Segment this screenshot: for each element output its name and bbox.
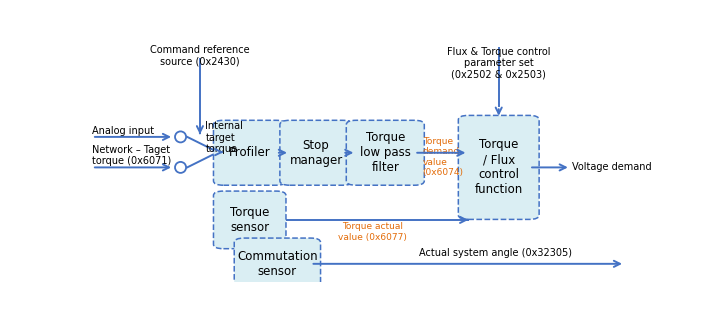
FancyBboxPatch shape	[213, 120, 286, 185]
Text: Flux & Torque control
parameter set
(0x2502 & 0x2503): Flux & Torque control parameter set (0x2…	[447, 47, 550, 80]
Text: Internal
target
torque: Internal target torque	[206, 121, 243, 154]
Ellipse shape	[175, 132, 186, 142]
Text: Voltage demand: Voltage demand	[573, 162, 652, 172]
Text: Network – Taget
torque (0x6071): Network – Taget torque (0x6071)	[92, 145, 171, 166]
FancyBboxPatch shape	[213, 191, 286, 249]
Text: Commutation
sensor: Commutation sensor	[237, 250, 318, 278]
Ellipse shape	[175, 162, 186, 173]
Text: Analog input: Analog input	[92, 126, 154, 136]
Text: Actual system angle (0x32305): Actual system angle (0x32305)	[419, 248, 572, 258]
Text: Torque
demand
value
(0x6074): Torque demand value (0x6074)	[423, 137, 463, 177]
Text: Command reference
source (0x2430): Command reference source (0x2430)	[150, 45, 250, 67]
Text: Torque actual
value (0x6077): Torque actual value (0x6077)	[338, 222, 406, 242]
FancyBboxPatch shape	[280, 120, 353, 185]
Text: Torque
/ Flux
control
function: Torque / Flux control function	[475, 139, 523, 197]
FancyBboxPatch shape	[234, 238, 321, 289]
FancyBboxPatch shape	[458, 115, 539, 219]
FancyBboxPatch shape	[346, 120, 424, 185]
Text: Torque
low pass
filter: Torque low pass filter	[360, 131, 411, 174]
Text: Profiler: Profiler	[229, 146, 271, 159]
Text: Torque
sensor: Torque sensor	[230, 206, 269, 234]
Text: Stop
manager: Stop manager	[289, 139, 343, 167]
